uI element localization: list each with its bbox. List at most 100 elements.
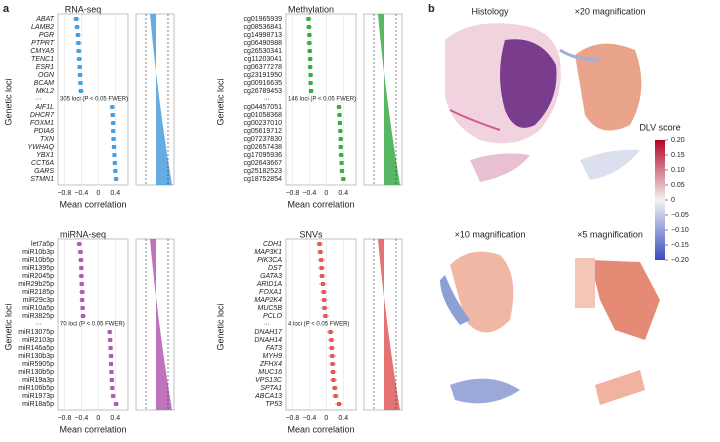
ellipsis: ··· [35, 321, 42, 328]
category-label: cg02657438 [243, 144, 282, 151]
category-label: BCAM [34, 80, 54, 87]
category-label: MUC5B [257, 305, 282, 312]
ellipsis: ··· [263, 96, 270, 103]
category-label: cg06377278 [243, 64, 282, 71]
category-label: DNAH17 [254, 329, 283, 336]
plot-frame [285, 238, 357, 411]
panel-label: a [3, 3, 10, 15]
annotation: 146 loci (P < 0.05 FWER) [288, 97, 356, 103]
category-label: ESR1 [36, 64, 54, 71]
category-label: TENC1 [31, 56, 54, 63]
side-distribution [150, 239, 172, 410]
point [322, 298, 327, 302]
point [319, 258, 324, 262]
x-axis-label: Mean correlation [287, 199, 354, 209]
colorbar-tick-label: 0 [671, 197, 675, 204]
point [337, 105, 342, 109]
colorbar-tick-label: 0.15 [671, 152, 685, 159]
chart-title: SNVs [299, 229, 323, 239]
point [328, 330, 333, 334]
point [108, 338, 113, 342]
category-label: cg11203041 [244, 56, 282, 63]
colorbar-title: DLV score [639, 122, 680, 132]
colorbar-tick-label: −0.15 [671, 242, 689, 249]
category-label: cg05619712 [243, 128, 282, 135]
category-label: miR2045p [22, 273, 54, 280]
y-axis-label: Genetic loci [215, 303, 225, 350]
point [338, 145, 343, 149]
point [331, 378, 336, 382]
point [110, 105, 115, 109]
y-axis-label: Genetic loci [3, 303, 13, 350]
category-label: miR13075p [18, 329, 54, 336]
x-axis-label: Mean correlation [59, 424, 126, 434]
category-label: miR18a5p [22, 401, 54, 408]
category-label: cg23191950 [243, 72, 282, 79]
point [320, 282, 325, 286]
category-label: cg06490988 [243, 40, 282, 47]
category-label: FAT3 [266, 345, 282, 352]
side-distribution [378, 239, 400, 410]
x-tick-label: −0.4 [302, 190, 316, 197]
x-tick-label: 0 [96, 190, 100, 197]
image-title: ×5 magnification [577, 229, 643, 239]
category-label: miR29b25p [18, 281, 54, 288]
point [340, 169, 344, 173]
point [79, 282, 84, 286]
category-label: miR5905p [22, 361, 54, 368]
point [333, 394, 338, 398]
point [329, 338, 334, 342]
point [77, 242, 82, 246]
category-label: PCLO [263, 313, 283, 320]
category-label: CDH1 [263, 241, 282, 248]
point [107, 330, 112, 334]
category-label: TXN [40, 136, 55, 143]
x-tick-label: −0.4 [74, 190, 88, 197]
point [78, 81, 83, 85]
category-label: GARS [34, 168, 54, 175]
category-label: cg08536841 [243, 24, 282, 31]
point [318, 250, 323, 254]
category-label: ABAT [35, 16, 54, 23]
point [111, 137, 116, 141]
category-label: miR10b5p [22, 257, 54, 264]
annotation: 305 loci (P < 0.05 FWER) [60, 97, 128, 103]
plot-frame [57, 13, 129, 186]
histology-image [445, 23, 561, 182]
category-label: MYH9 [263, 353, 283, 360]
category-label: GATA3 [260, 273, 282, 280]
x-tick-label: −0.8 [57, 415, 71, 422]
point [307, 41, 312, 45]
category-label: LAMB2 [31, 24, 54, 31]
category-label: FOXM1 [30, 120, 54, 127]
point [111, 121, 116, 125]
category-label: cg26530341 [243, 48, 282, 55]
point [306, 25, 311, 29]
point [111, 129, 116, 133]
category-label: OGN [38, 72, 55, 79]
category-label: miR3825p [22, 313, 54, 320]
point [114, 402, 119, 406]
point [81, 314, 86, 318]
point [337, 113, 342, 117]
category-label: miR2185p [22, 289, 54, 296]
category-label: cg01965939 [243, 16, 282, 23]
point [75, 33, 80, 37]
x-tick-label: 0 [324, 190, 328, 197]
point [321, 290, 326, 294]
point [79, 274, 84, 278]
category-label: PTPRT [31, 40, 55, 47]
category-label: FOXA1 [259, 289, 282, 296]
point [110, 386, 115, 390]
ellipsis: ··· [35, 96, 42, 103]
side-distribution [378, 14, 400, 185]
point [78, 250, 83, 254]
plot-frame [57, 238, 129, 411]
point [108, 346, 113, 350]
panel-label: b [428, 3, 435, 15]
x-axis-label: Mean correlation [287, 424, 354, 434]
category-label: ZFHX4 [259, 361, 282, 368]
image-title: ×20 magnification [575, 6, 646, 16]
y-axis-label: Genetic loci [215, 78, 225, 125]
category-label: ARID1A [256, 281, 283, 288]
